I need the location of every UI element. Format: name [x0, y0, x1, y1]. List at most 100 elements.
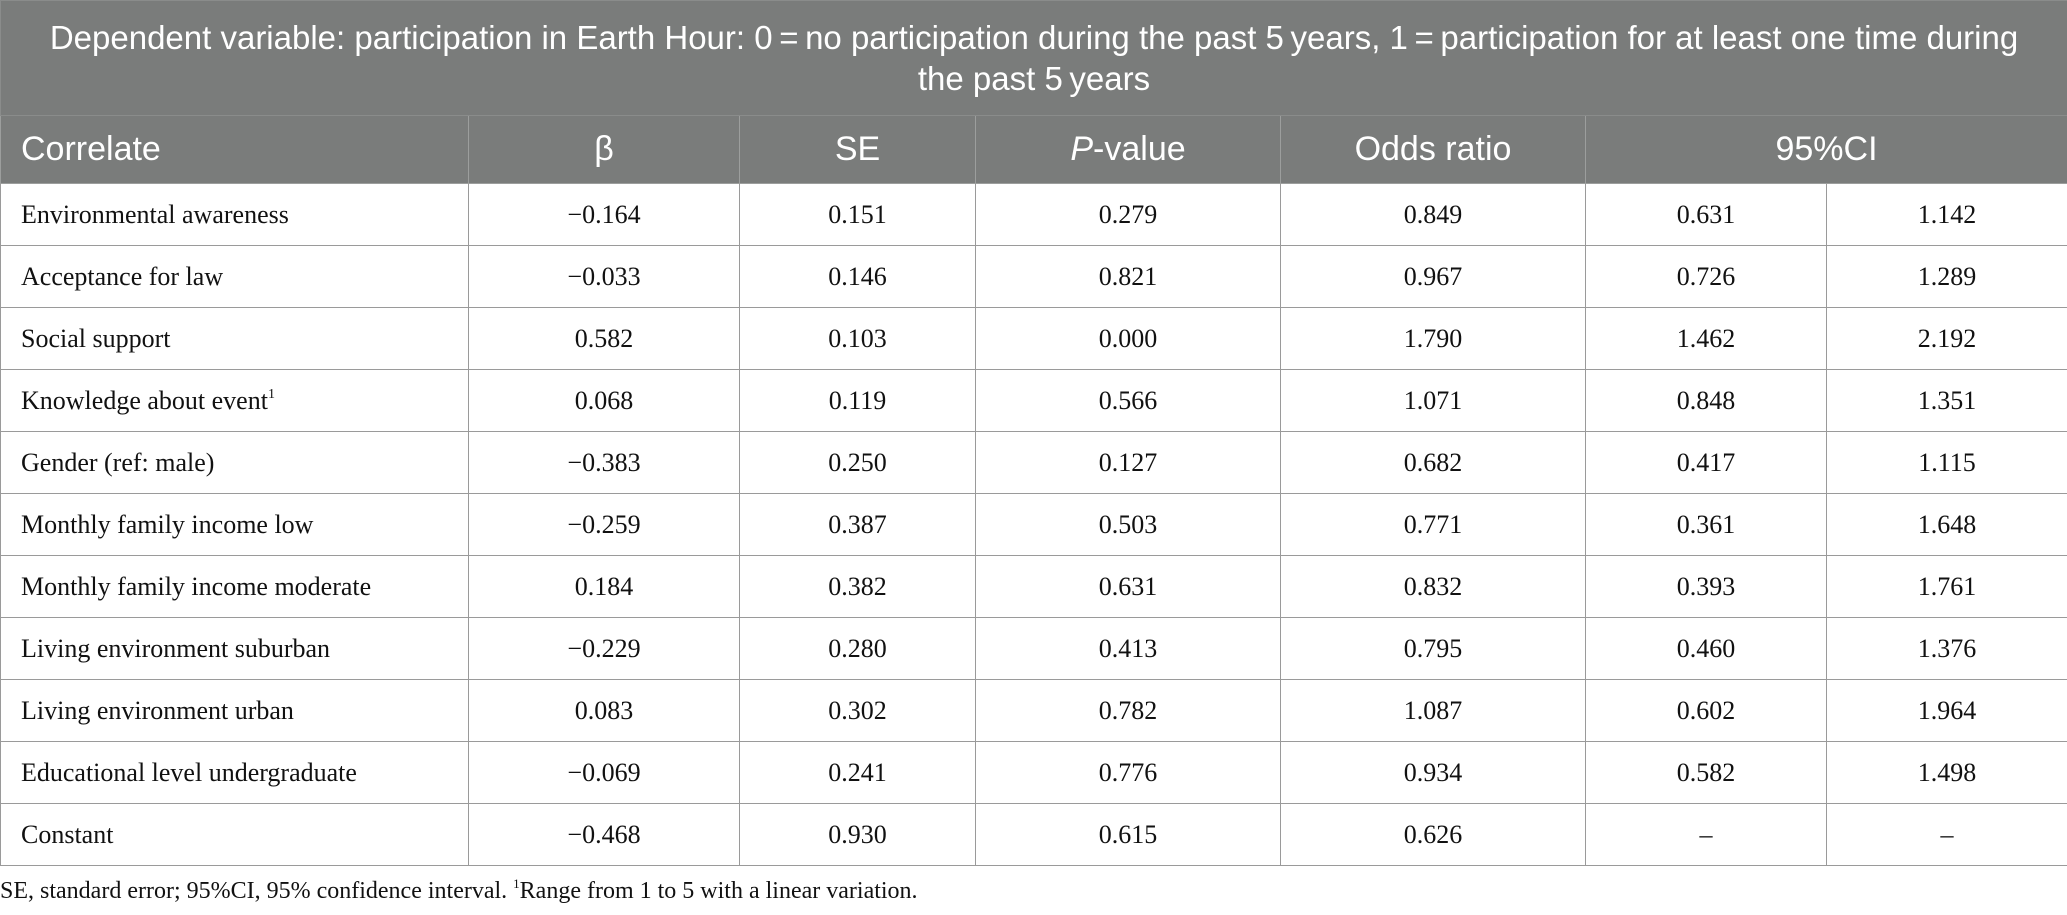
cell-p-value: 0.821 [975, 245, 1281, 308]
cell-correlate: Monthly family income low [0, 493, 469, 556]
cell-odds-ratio: 0.849 [1280, 183, 1586, 246]
cell-correlate: Monthly family income moderate [0, 555, 469, 618]
cell-beta: −0.164 [468, 183, 740, 246]
cell-ci-upper: 1.964 [1825, 679, 2067, 742]
cell-se: 0.241 [739, 741, 976, 804]
table-row: Living environment urban 0.083 0.302 0.782 1… [0, 679, 2067, 742]
table-row: Living environment suburban −0.229 0.280 0.… [0, 617, 2067, 680]
regression-table: Dependent variable: participation in Ear… [0, 0, 2067, 866]
cell-p-value: 0.776 [975, 741, 1281, 804]
dependent-variable-banner: Dependent variable: participation in Ear… [0, 0, 2067, 116]
cell-ci-lower: 0.602 [1585, 679, 1827, 742]
cell-ci-upper: 1.648 [1825, 493, 2067, 556]
header-p-italic: P [1070, 130, 1094, 168]
footnote-marker: 1 [513, 876, 520, 891]
cell-se: 0.151 [739, 183, 976, 246]
cell-ci-upper: 1.498 [1825, 741, 2067, 804]
cell-ci-upper: 1.376 [1825, 617, 2067, 680]
table-row: Monthly family income moderate 0.184 0.382… [0, 555, 2067, 618]
cell-se: 0.103 [739, 307, 976, 370]
cell-ci-lower: 0.417 [1585, 431, 1827, 494]
header-p-rest: -value [1093, 130, 1186, 168]
column-header-row: Correlate β SE P-value Odds ratio 95%CI [0, 115, 2067, 184]
header-beta: β [468, 115, 740, 184]
cell-beta: 0.184 [468, 555, 740, 618]
cell-se: 0.250 [739, 431, 976, 494]
cell-ci-lower: – [1585, 803, 1827, 866]
table-row: Constant −0.468 0.930 0.615 0.626– – [0, 803, 2067, 866]
cell-beta: −0.033 [468, 245, 740, 308]
cell-correlate: Environmental awareness [0, 183, 469, 246]
cell-se: 0.302 [739, 679, 976, 742]
cell-odds-ratio: 0.626 [1280, 803, 1586, 866]
cell-ci-upper: 1.761 [1825, 555, 2067, 618]
cell-odds-ratio: 0.967 [1280, 245, 1586, 308]
header-p-value: P-value [975, 115, 1281, 184]
correlate-label: Knowledge about event [21, 385, 268, 415]
cell-beta: 0.083 [468, 679, 740, 742]
cell-odds-ratio: 1.087 [1280, 679, 1586, 742]
table-footnote: SE, standard error; 95%CI, 95% confidenc… [0, 876, 918, 905]
cell-ci-upper: 2.192 [1825, 307, 2067, 370]
correlate-label: Gender (ref: male) [21, 447, 215, 477]
cell-odds-ratio: 0.682 [1280, 431, 1586, 494]
header-odds-ratio: Odds ratio [1280, 115, 1586, 184]
table-row: Social support 0.582 0.103 0.000 1.790 1.462 2… [0, 307, 2067, 370]
table-row: Environmental awareness −0.164 0.151 0.279 0… [0, 183, 2067, 246]
table-header: Dependent variable: participation in Ear… [0, 0, 2067, 184]
cell-ci-lower: 0.361 [1585, 493, 1827, 556]
cell-odds-ratio: 0.771 [1280, 493, 1586, 556]
cell-se: 0.146 [739, 245, 976, 308]
footnote-marker: 1 [267, 386, 275, 402]
cell-odds-ratio: 0.934 [1280, 741, 1586, 804]
cell-beta: −0.259 [468, 493, 740, 556]
cell-ci-lower: 0.460 [1585, 617, 1827, 680]
correlate-label: Environmental awareness [21, 199, 289, 229]
cell-p-value: 0.413 [975, 617, 1281, 680]
table-row: Acceptance for law −0.033 0.146 0.821 0.967 0… [0, 245, 2067, 308]
cell-ci-lower: 0.848 [1585, 369, 1827, 432]
cell-p-value: 0.279 [975, 183, 1281, 246]
cell-ci-lower: 0.726 [1585, 245, 1827, 308]
cell-ci-lower: 0.582 [1585, 741, 1827, 804]
cell-ci-upper: 1.115 [1825, 431, 2067, 494]
cell-beta: 0.582 [468, 307, 740, 370]
cell-ci-lower: 1.462 [1585, 307, 1827, 370]
cell-ci-lower: 0.393 [1585, 555, 1827, 618]
cell-correlate: Acceptance for law [0, 245, 469, 308]
header-se: SE [739, 115, 976, 184]
cell-odds-ratio: 0.795 [1280, 617, 1586, 680]
footnote-text-before: SE, standard error; 95%CI, 95% confidenc… [0, 878, 514, 904]
banner-row: Dependent variable: participation in Ear… [0, 0, 2067, 116]
cell-ci-upper: – [1825, 803, 2067, 866]
cell-ci-upper: 1.351 [1825, 369, 2067, 432]
table-row: Knowledge about event1 0.068 0.119 0.566 1.0… [0, 369, 2067, 432]
cell-correlate: Knowledge about event1 [0, 369, 469, 432]
correlate-label: Constant [21, 819, 114, 849]
cell-se: 0.382 [739, 555, 976, 618]
cell-beta: −0.229 [468, 617, 740, 680]
cell-p-value: 0.566 [975, 369, 1281, 432]
cell-correlate: Living environment suburban [0, 617, 469, 680]
cell-beta: −0.383 [468, 431, 740, 494]
table-row: Gender (ref: male) −0.383 0.250 0.127 0.682 0… [0, 431, 2067, 494]
cell-correlate: Gender (ref: male) [0, 431, 469, 494]
header-correlate: Correlate [0, 115, 469, 184]
cell-odds-ratio: 1.071 [1280, 369, 1586, 432]
cell-p-value: 0.782 [975, 679, 1281, 742]
cell-beta: −0.468 [468, 803, 740, 866]
cell-correlate: Social support [0, 307, 469, 370]
table-body: Environmental awareness −0.164 0.151 0.279 0… [0, 183, 2067, 866]
cell-p-value: 0.503 [975, 493, 1281, 556]
cell-p-value: 0.631 [975, 555, 1281, 618]
cell-se: 0.387 [739, 493, 976, 556]
cell-beta: −0.069 [468, 741, 740, 804]
table-row: Monthly family income low −0.259 0.387 0.50… [0, 493, 2067, 556]
header-95-ci: 95%CI [1584, 115, 2067, 184]
cell-se: 0.119 [739, 369, 976, 432]
correlate-label: Acceptance for law [21, 261, 224, 291]
cell-se: 0.280 [739, 617, 976, 680]
cell-p-value: 0.000 [975, 307, 1281, 370]
cell-correlate: Constant [0, 803, 469, 866]
cell-odds-ratio: 0.832 [1280, 555, 1586, 618]
